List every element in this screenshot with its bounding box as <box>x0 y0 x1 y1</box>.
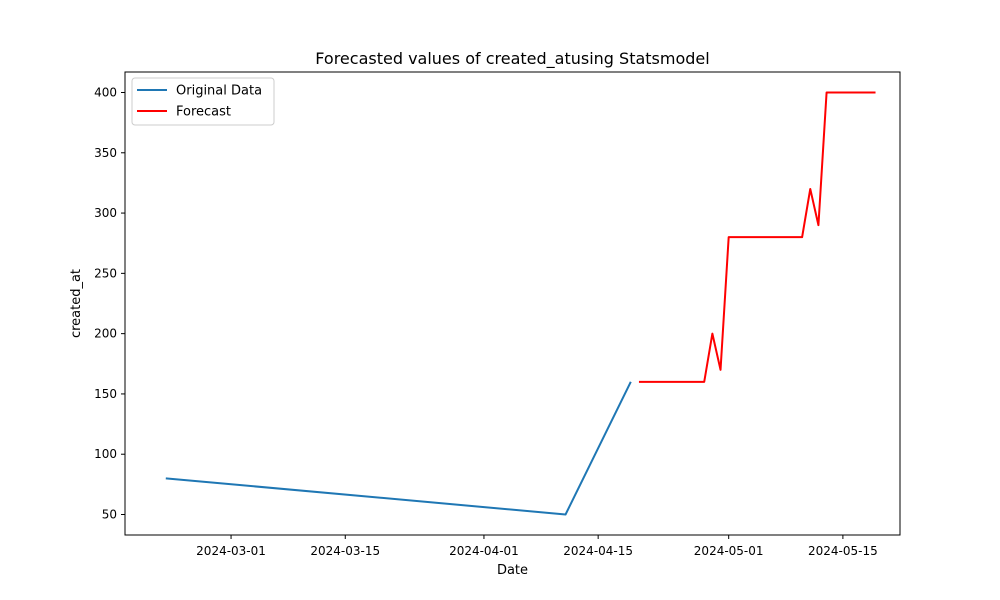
data-point-forecast <box>793 236 795 238</box>
y-tick-label: 400 <box>94 85 117 99</box>
x-tick-label: 2024-05-01 <box>694 544 764 558</box>
y-tick-label: 300 <box>94 206 117 220</box>
data-point-forecast <box>736 236 738 238</box>
plot-area-frame <box>124 71 901 536</box>
data-point-forecast <box>711 333 713 335</box>
y-tick-label: 100 <box>94 447 117 461</box>
data-point-forecast <box>875 91 877 93</box>
x-axis: 2024-03-01 2024-03-15 2024-04-01 2024-04-15… <box>196 535 878 558</box>
data-point-forecast <box>866 91 868 93</box>
data-point-forecast <box>801 236 803 238</box>
data-point-forecast <box>728 236 730 238</box>
data-point-original-data <box>565 514 567 516</box>
data-point-forecast <box>817 224 819 226</box>
data-point-forecast <box>760 236 762 238</box>
data-point-forecast <box>695 381 697 383</box>
x-axis-label: Date <box>497 563 528 578</box>
x-tick-label: 2024-05-15 <box>808 544 878 558</box>
y-tick-label: 150 <box>94 387 117 401</box>
data-point-forecast <box>679 381 681 383</box>
data-point-forecast <box>654 381 656 383</box>
data-point-forecast <box>842 91 844 93</box>
data-point-forecast <box>768 236 770 238</box>
data-point-forecast <box>646 381 648 383</box>
series-line-forecast <box>638 91 876 383</box>
x-tick-label: 2024-04-15 <box>563 544 633 558</box>
legend: Original Data Forecast <box>131 77 275 126</box>
y-axis: 50 100 150 200 250 300 350 400 <box>94 85 125 522</box>
x-tick-label: 2024-04-01 <box>449 544 519 558</box>
data-point-forecast <box>834 91 836 93</box>
series-line-original-data <box>165 381 632 516</box>
data-point-forecast <box>785 236 787 238</box>
chart-title: Forecasted values of created_atusing Sta… <box>315 49 709 69</box>
data-point-forecast <box>662 381 664 383</box>
data-point-forecast <box>850 91 852 93</box>
y-tick-label: 350 <box>94 146 117 160</box>
series-layer <box>165 91 877 516</box>
data-point-forecast <box>809 188 811 190</box>
y-tick-label: 250 <box>94 266 117 280</box>
x-tick-label: 2024-03-15 <box>310 544 380 558</box>
data-point-forecast <box>858 91 860 93</box>
y-tick-label: 200 <box>94 327 117 341</box>
data-point-forecast <box>638 381 640 383</box>
y-axis-label: created_at <box>69 269 84 338</box>
data-point-forecast <box>703 381 705 383</box>
data-point-forecast <box>777 236 779 238</box>
data-point-forecast <box>687 381 689 383</box>
data-point-forecast <box>826 91 828 93</box>
data-point-original-data <box>165 477 167 479</box>
y-tick-label: 50 <box>102 508 117 522</box>
data-point-forecast <box>671 381 673 383</box>
legend-label-forecast: Forecast <box>176 105 231 120</box>
data-point-forecast <box>720 369 722 371</box>
data-point-forecast <box>744 236 746 238</box>
legend-label-original-data: Original Data <box>176 84 262 99</box>
x-tick-label: 2024-03-01 <box>196 544 266 558</box>
legend-box <box>131 77 275 126</box>
data-point-original-data <box>630 381 632 383</box>
data-point-forecast <box>752 236 754 238</box>
